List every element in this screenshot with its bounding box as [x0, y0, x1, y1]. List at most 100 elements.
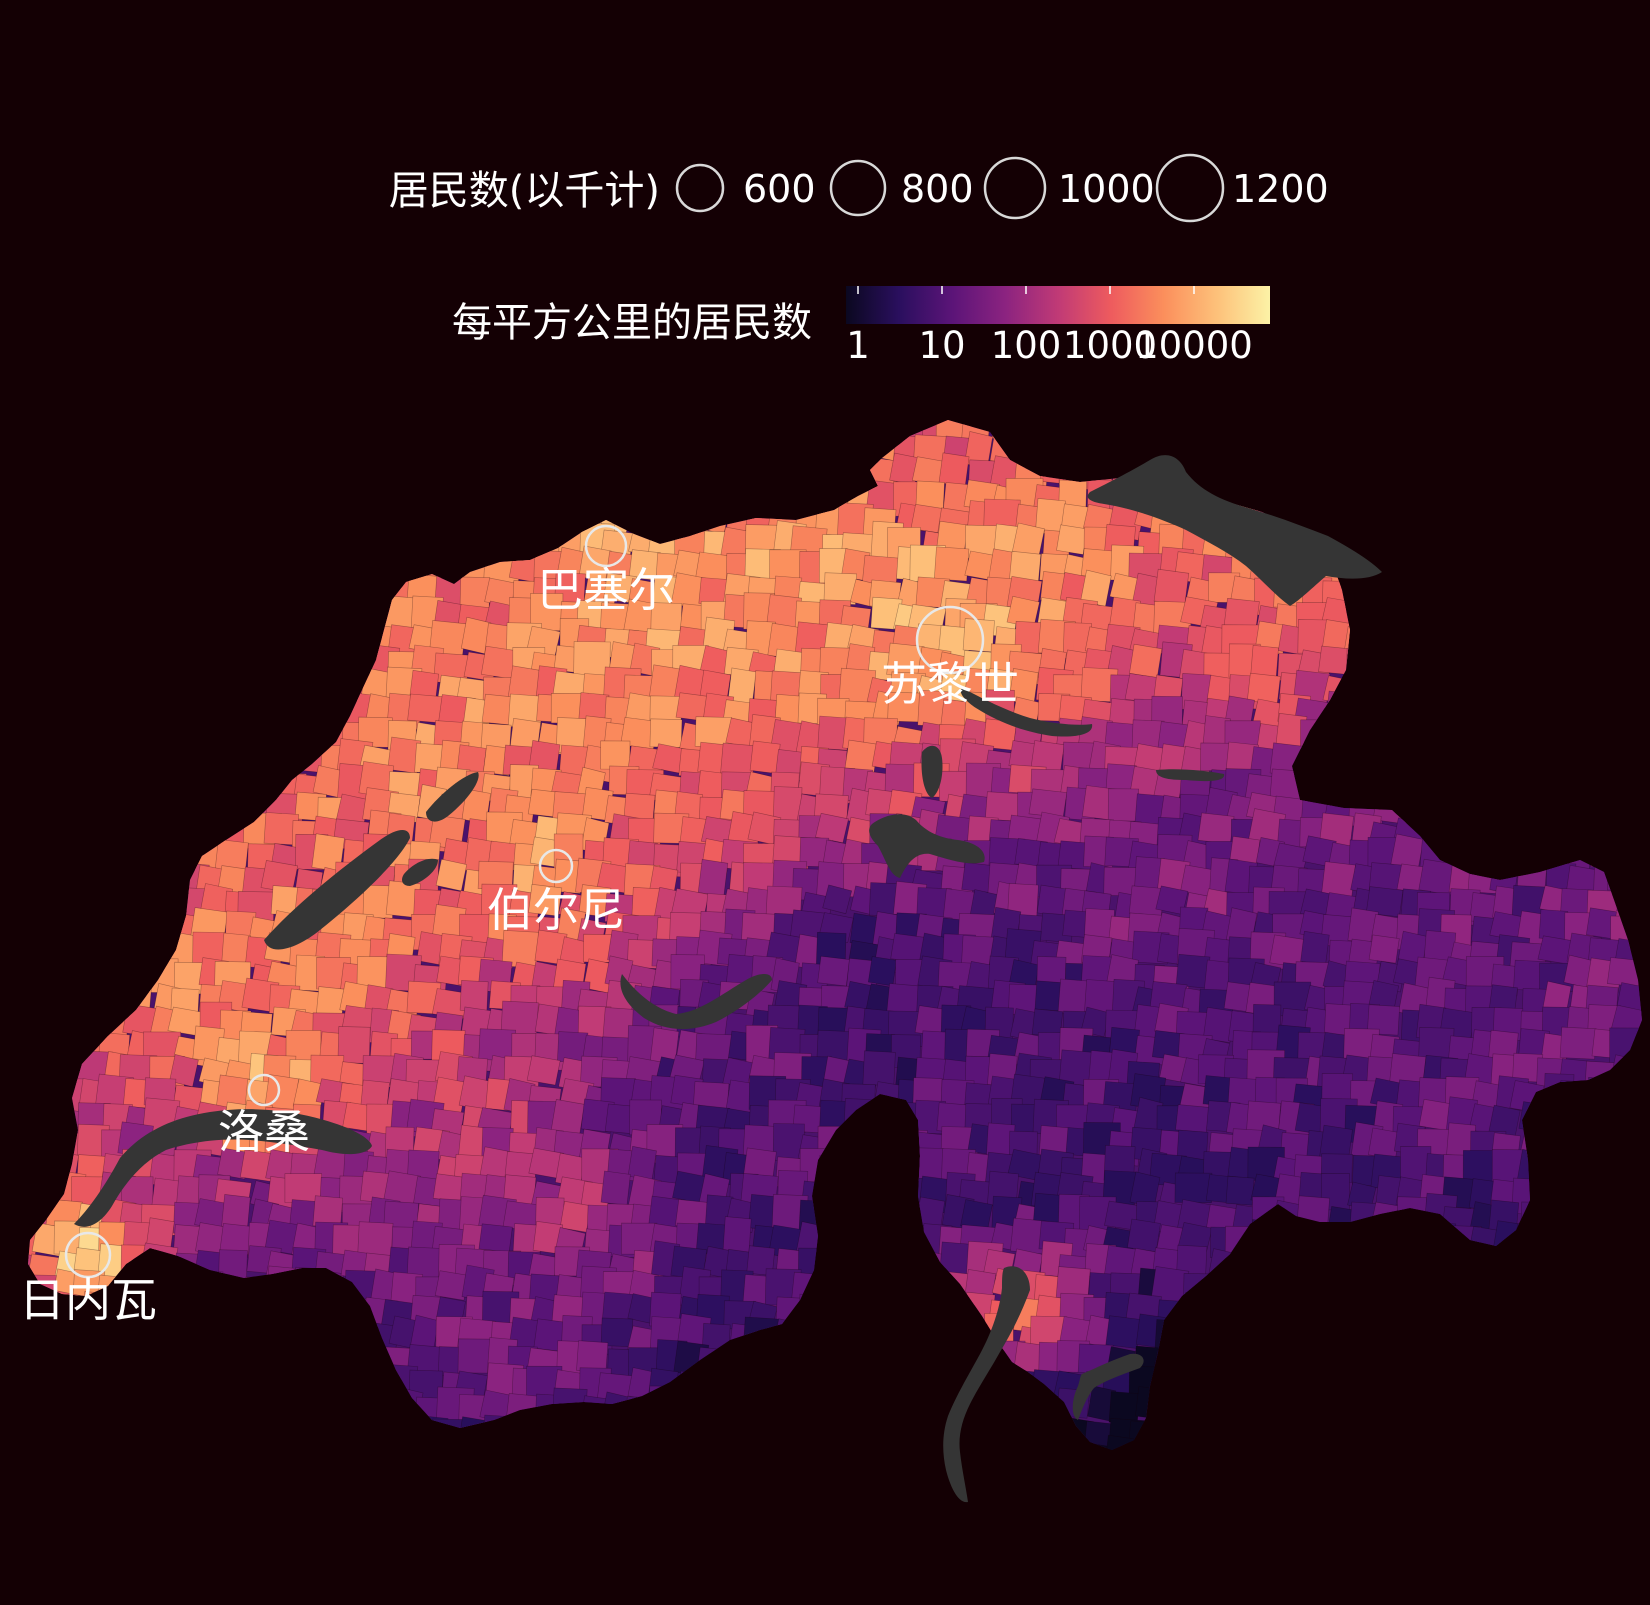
municipality-cell — [1174, 1172, 1213, 1204]
municipality-cell — [1393, 1226, 1423, 1261]
municipality-cell — [271, 1485, 305, 1522]
municipality-cell — [436, 1438, 469, 1450]
municipality-cell — [236, 643, 275, 681]
municipality-cell — [655, 380, 686, 418]
municipality-cell — [1254, 1245, 1283, 1277]
municipality-cell — [847, 1488, 875, 1520]
municipality-cell — [1536, 644, 1571, 681]
municipality-cell — [28, 1079, 39, 1113]
municipality-cell — [52, 523, 84, 560]
municipality-cell — [892, 1435, 927, 1450]
municipality-cell — [1367, 1320, 1403, 1356]
municipality-cell — [1349, 715, 1381, 755]
municipality-cell — [1395, 424, 1429, 463]
municipality-cell — [1587, 1077, 1624, 1111]
municipality-cell — [173, 1338, 208, 1372]
municipality-cell — [28, 431, 64, 468]
municipality-cell — [1347, 1347, 1378, 1381]
municipality-cell — [28, 1144, 36, 1182]
municipality-cell — [368, 504, 399, 534]
municipality-cell — [1464, 1318, 1499, 1354]
municipality-cell — [917, 1394, 951, 1426]
municipality-cell — [218, 1345, 248, 1380]
municipality-cell — [1392, 1414, 1430, 1444]
municipality-cell — [220, 1293, 258, 1331]
municipality-cell — [169, 1054, 199, 1088]
municipality-cell — [1569, 572, 1599, 608]
municipality-cell — [1318, 763, 1353, 801]
municipality-cell — [722, 1390, 758, 1425]
municipality-cell — [1395, 717, 1428, 753]
municipality-cell — [502, 480, 538, 517]
municipality-cell — [559, 1200, 592, 1233]
municipality-cell — [100, 864, 130, 904]
municipality-cell — [1418, 1392, 1453, 1423]
municipality-cell — [1253, 1413, 1288, 1450]
municipality-cell — [747, 458, 785, 490]
municipality-cell — [1613, 1108, 1642, 1138]
municipality-cell — [1033, 420, 1070, 422]
municipality-cell — [552, 1438, 585, 1450]
municipality-cell — [1540, 1199, 1573, 1234]
municipality-cell — [1351, 765, 1386, 798]
municipality-cell — [844, 1437, 878, 1450]
municipality-cell — [1325, 690, 1362, 727]
municipality-cell — [1515, 573, 1554, 612]
municipality-cell — [218, 1249, 248, 1281]
municipality-cell — [822, 884, 853, 915]
municipality-cell — [1589, 457, 1621, 493]
municipality-cell — [1461, 501, 1500, 540]
municipality-cell — [268, 1469, 305, 1498]
municipality-cell — [1465, 1489, 1494, 1525]
municipality-cell — [121, 884, 154, 923]
municipality-cell — [552, 1387, 588, 1421]
municipality-cell — [311, 1386, 347, 1426]
municipality-cell — [1155, 1368, 1193, 1405]
municipality-cell — [1567, 675, 1601, 707]
municipality-cell — [631, 383, 665, 418]
municipality-cell — [192, 1392, 223, 1430]
municipality-cell — [47, 959, 85, 990]
municipality-cell — [487, 501, 520, 532]
municipality-cell — [1609, 1230, 1640, 1260]
municipality-cell — [1420, 1269, 1460, 1301]
municipality-cell — [867, 956, 897, 987]
municipality-cell — [28, 546, 35, 581]
municipality-cell — [98, 1362, 135, 1397]
municipality-cell — [1538, 745, 1572, 780]
municipality-cell — [1198, 1409, 1233, 1448]
municipality-cell — [1273, 380, 1310, 410]
municipality-cell — [840, 1179, 874, 1211]
municipality-cell — [28, 454, 42, 490]
municipality-cell — [1536, 1245, 1568, 1279]
municipality-cell — [175, 1467, 203, 1500]
municipality-cell — [1565, 1466, 1600, 1498]
municipality-cell — [126, 420, 157, 442]
municipality-cell — [1109, 435, 1141, 465]
municipality-cell — [267, 1336, 301, 1375]
municipality-cell — [483, 1466, 513, 1496]
municipality-cell — [894, 1241, 925, 1278]
municipality-cell — [172, 1319, 210, 1354]
municipality-cell — [1563, 504, 1602, 537]
municipality-cell — [701, 420, 740, 440]
municipality-cell — [1343, 626, 1383, 660]
municipality-cell — [1392, 598, 1425, 631]
municipality-cell — [1492, 792, 1527, 823]
municipality-cell — [414, 449, 450, 486]
municipality-cell — [795, 475, 827, 514]
municipality-cell — [1323, 1490, 1359, 1526]
municipality-cell — [767, 1419, 801, 1450]
municipality-cell — [75, 1440, 109, 1450]
municipality-cell — [1348, 693, 1384, 728]
municipality-cell — [581, 420, 616, 443]
municipality-cell — [552, 1465, 586, 1494]
municipality-cell — [312, 645, 347, 680]
municipality-cell — [28, 1197, 38, 1229]
municipality-cell — [750, 1462, 783, 1500]
municipality-cell — [28, 1362, 35, 1401]
municipality-cell — [289, 698, 322, 730]
municipality-cell — [265, 454, 294, 488]
municipality-cell — [507, 420, 546, 445]
municipality-cell — [129, 809, 159, 845]
